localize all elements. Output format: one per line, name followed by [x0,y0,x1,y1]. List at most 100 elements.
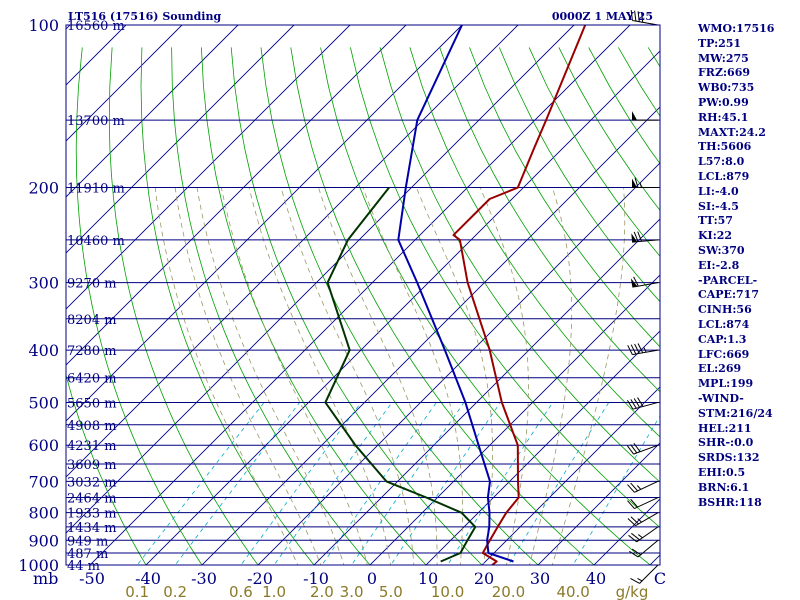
mixing-ratio-label: 1.0 [262,583,286,600]
isotherm-line [201,106,660,565]
pressure-tick-label: 900 [28,531,59,550]
isotherm-line [66,25,575,534]
mixing-ratio-line [136,402,265,565]
sounding-series-1 [324,186,477,563]
stat-item: BSHR:118 [698,495,762,509]
mixing-ratio-line [321,402,437,565]
stat-item: LI:-4.0 [698,184,739,198]
wind-barb [631,231,659,243]
stats-panel: WMO:17516 TP:251 MW:275 FRZ:669 WB0:735 PW:0.… [698,22,798,510]
stat-item: RH:45.1 [698,110,749,124]
isotherm-line [66,25,183,142]
dry-adiabat-line [528,47,660,257]
mixing-ratio-line [240,402,362,565]
wind-barb [626,443,659,455]
height-label: 44 m [67,559,100,574]
dry-adiabat-line [350,47,660,528]
isotherm-line [369,274,660,565]
height-label: 11910 m [67,182,125,197]
isotherm-line [66,25,239,198]
moist-adiabat-line [174,187,322,565]
isotherm-line [145,50,660,565]
wind-barb [630,276,659,288]
temperature-tick-label: 20 [474,569,494,588]
height-label: 3609 m [67,458,117,473]
stat-item: LFC:669 [698,347,750,361]
height-label: 7280 m [67,344,117,359]
height-label: 13700 m [67,114,125,129]
dry-adiabat-line [379,47,660,483]
temperature-tick-label: -30 [191,569,217,588]
mixing-ratio-label: 0.1 [125,583,149,600]
pressure-tick-label: 600 [28,436,59,455]
height-label: 6420 m [67,372,117,387]
dry-adiabat-line [66,373,147,565]
wind-barb [628,526,659,543]
moist-adiabat-line [551,187,626,565]
isotherm-line [66,25,463,422]
mixing-ratio-lines [136,402,660,565]
isotherm-line [66,25,295,254]
stat-item: SRDS:132 [698,451,760,465]
dry-adiabat-line [498,47,660,303]
moist-adiabat-line [416,187,494,565]
mixing-ratio-unit: g/kg [616,583,649,600]
temperature-tick-label: 10 [418,569,438,588]
pressure-tick-label: 200 [28,179,59,198]
stat-item: CAP:1.3 [698,332,747,346]
mixing-ratio-label: 2.0 [310,583,334,600]
stat-item: -WIND- [698,391,744,405]
mixing-ratio-line [351,402,465,565]
stat-item: STM:216/24 [698,406,773,420]
dry-adiabat-line [409,47,660,438]
wind-barb [627,343,659,356]
stat-item: TP:251 [698,36,742,50]
temperature-tick-label: 30 [530,569,550,588]
dry-adiabat-line [230,47,483,565]
celsius-label: C [654,569,666,588]
mixing-ratio-line [390,402,501,565]
height-label: 8204 m [67,313,117,328]
dry-adiabat-line [140,47,315,565]
dry-adiabat-line [201,47,427,565]
wind-barb [627,512,659,527]
pressure-tick-label: 400 [28,341,59,360]
stat-item: CINH:56 [698,303,752,317]
stat-item: EHI:0.5 [698,465,746,479]
stat-item: WMO:17516 [698,22,775,35]
height-label: 10460 m [67,234,125,249]
mixing-ratio-label: 10.0 [431,583,464,600]
mixing-ratio-label: 20.0 [492,583,525,600]
isotherm-line [425,330,660,565]
moist-adiabat-line [248,187,391,565]
wind-barb [627,480,659,493]
isotherm-line [89,25,631,565]
mixing-ratio-label: 0.2 [163,583,187,600]
mb-label: mb [33,569,58,588]
stat-item: HEL:211 [698,421,752,435]
temperature-tick-label: -10 [303,569,329,588]
moist-adiabat-lines [154,187,626,565]
moist-adiabat-line [280,187,415,565]
stat-item: TT:57 [698,214,733,228]
header-left: LT516 (17516) Sounding [68,10,221,23]
wind-barb [630,564,659,584]
pressure-tick-label: 300 [28,274,59,293]
dry-adiabat-line [75,47,203,565]
dry-adiabat-line [469,47,660,348]
stat-item: EL:269 [698,362,742,376]
stat-item: MW:275 [698,51,749,65]
stat-item: SI:-4.5 [698,199,739,213]
isotherm-line [257,162,660,565]
temperature-tick-label: 0 [367,569,377,588]
sounding-series-0 [452,25,587,565]
pressure-tick-label: 100 [28,16,59,35]
isotherm-line [537,442,660,565]
temperature-tick-label: -50 [79,569,105,588]
isotherm-line [66,25,407,366]
wind-barb [629,539,659,558]
wind-barb [632,177,658,189]
height-label: 3032 m [67,475,117,490]
